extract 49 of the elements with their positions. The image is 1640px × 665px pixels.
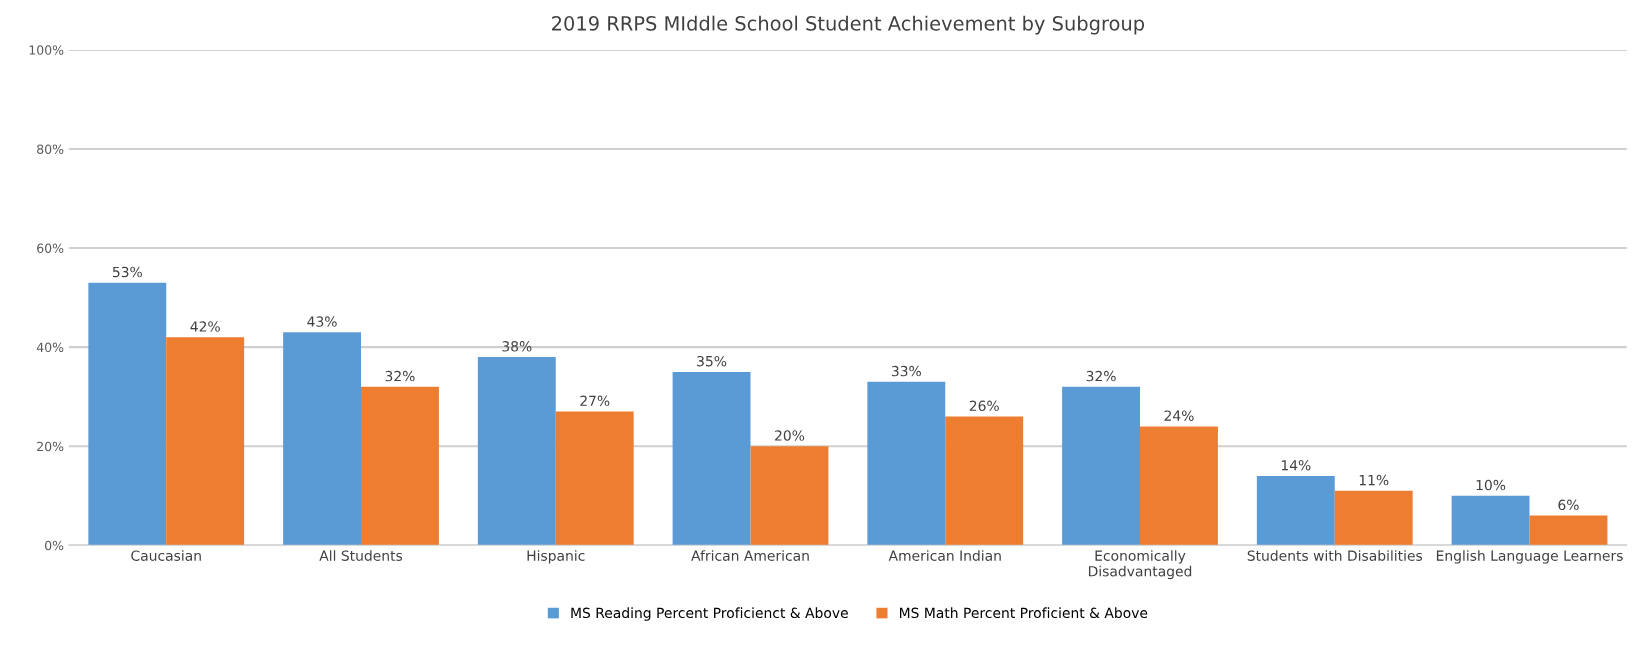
bar	[477, 357, 556, 546]
x-tick-label: Students with Disabilities	[1247, 550, 1423, 561]
bar	[750, 446, 829, 546]
x-tick-label: American Indian	[888, 550, 1001, 561]
y-tick-label: 20%	[37, 441, 64, 452]
data-label: 10%	[1476, 479, 1506, 491]
data-label: 42%	[190, 321, 220, 332]
legend-label: MS Math Percent Proficient & Above	[899, 607, 1148, 619]
data-label: 43%	[307, 316, 337, 327]
bar	[867, 381, 946, 546]
bar	[555, 411, 634, 546]
x-tick-label: Caucasian	[131, 550, 201, 561]
bar	[1529, 515, 1608, 546]
bar	[1334, 490, 1413, 546]
bar	[166, 337, 245, 546]
bar	[1451, 495, 1530, 546]
y-tick-label: 60%	[37, 243, 64, 253]
data-label: 33%	[891, 365, 921, 377]
legend-label: MS Reading Percent Proficienct & Above	[571, 607, 848, 621]
data-label: 35%	[697, 355, 727, 367]
chart-title: 2019 RRPS MIddle School Student Achievement by Subgroup	[552, 15, 1145, 35]
bar	[672, 371, 751, 546]
data-label: 14%	[1281, 459, 1311, 471]
data-label: 38%	[502, 341, 532, 352]
data-label: 53%	[112, 266, 142, 278]
y-tick-label: 100%	[29, 45, 64, 55]
y-tick-label: 40%	[36, 342, 64, 353]
bar	[88, 282, 167, 546]
data-label: 27%	[580, 395, 610, 407]
x-tick-label: English Language Learners	[1436, 550, 1623, 564]
y-tick-label: 0%	[45, 540, 64, 551]
data-label: 24%	[1164, 410, 1194, 421]
x-tick-label: African American	[691, 550, 809, 561]
data-label: 32%	[385, 370, 415, 382]
bar	[945, 416, 1024, 546]
data-label: 26%	[969, 400, 999, 412]
x-tick-label: All Students	[319, 550, 403, 561]
data-label: 32%	[1086, 370, 1116, 382]
bar	[1140, 426, 1218, 546]
bar	[283, 332, 361, 546]
x-tick-label: Economically Disadvantaged	[1088, 550, 1192, 580]
bar	[1256, 475, 1335, 546]
data-label: 11%	[1359, 474, 1389, 486]
bar	[361, 386, 439, 546]
data-label: 6%	[1558, 499, 1579, 511]
bar	[1062, 386, 1140, 546]
data-label: 20%	[775, 430, 805, 441]
x-tick-label: Hispanic	[527, 550, 585, 564]
y-tick-label: 80%	[37, 144, 64, 154]
